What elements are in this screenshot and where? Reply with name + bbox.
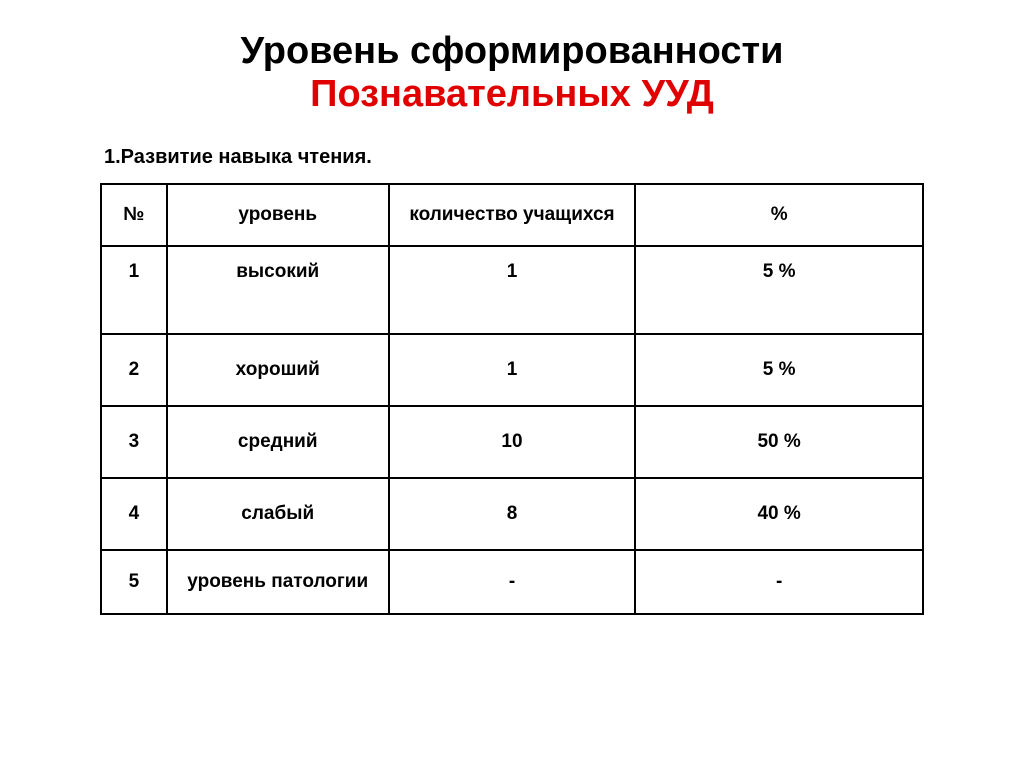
cell-count: - xyxy=(389,550,636,614)
cell-count: 10 xyxy=(389,406,636,478)
cell-level: уровень патологии xyxy=(167,550,389,614)
page-title: Уровень сформированности Познавательных … xyxy=(100,30,924,116)
table-row: 5 уровень патологии - - xyxy=(101,550,923,614)
cell-count: 1 xyxy=(389,246,636,334)
cell-percent: 5 % xyxy=(635,334,923,406)
cell-percent: - xyxy=(635,550,923,614)
cell-number: 1 xyxy=(101,246,167,334)
data-table: № уровень количество учащихся % 1 высоки… xyxy=(100,183,924,615)
table-header-row: № уровень количество учащихся % xyxy=(101,184,923,246)
cell-number: 4 xyxy=(101,478,167,550)
title-line-2: Познавательных УУД xyxy=(100,73,924,116)
col-header-number: № xyxy=(101,184,167,246)
cell-level: хороший xyxy=(167,334,389,406)
cell-number: 3 xyxy=(101,406,167,478)
cell-level: высокий xyxy=(167,246,389,334)
cell-level: средний xyxy=(167,406,389,478)
table-row: 1 высокий 1 5 % xyxy=(101,246,923,334)
cell-percent: 50 % xyxy=(635,406,923,478)
cell-count: 1 xyxy=(389,334,636,406)
cell-percent: 5 % xyxy=(635,246,923,334)
table-row: 3 средний 10 50 % xyxy=(101,406,923,478)
table-row: 4 слабый 8 40 % xyxy=(101,478,923,550)
col-header-count: количество учащихся xyxy=(389,184,636,246)
cell-count: 8 xyxy=(389,478,636,550)
cell-number: 5 xyxy=(101,550,167,614)
table-row: 2 хороший 1 5 % xyxy=(101,334,923,406)
col-header-percent: % xyxy=(635,184,923,246)
subtitle: 1.Развитие навыка чтения. xyxy=(104,146,924,169)
col-header-level: уровень xyxy=(167,184,389,246)
cell-number: 2 xyxy=(101,334,167,406)
cell-percent: 40 % xyxy=(635,478,923,550)
cell-level: слабый xyxy=(167,478,389,550)
title-line-1: Уровень сформированности xyxy=(100,30,924,73)
